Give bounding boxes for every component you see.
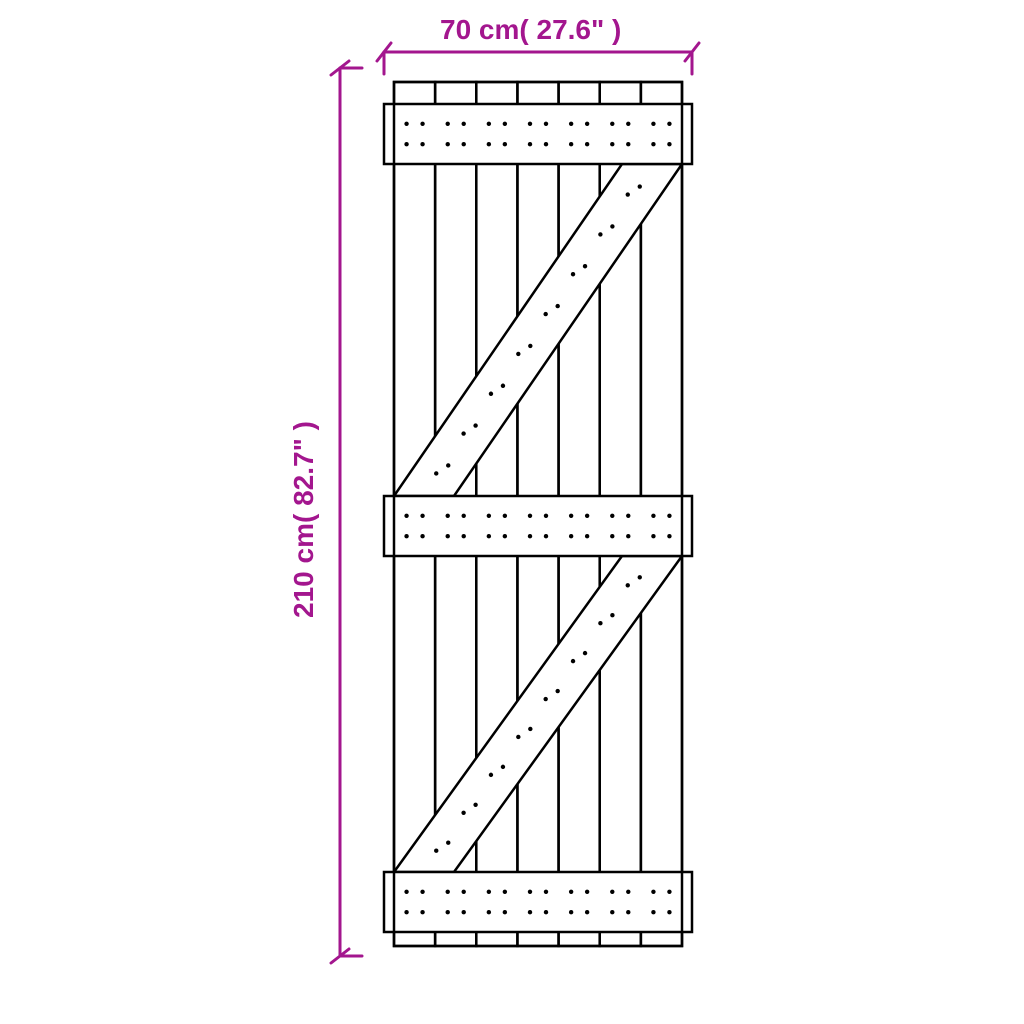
drawing-canvas: 70 cm( 27.6" ) 210 cm( 82.7" ): [0, 0, 1024, 1024]
width-dimension-label: 70 cm( 27.6" ): [440, 14, 621, 46]
door-diagram-svg: [0, 0, 1024, 1024]
height-dimension-label: 210 cm( 82.7" ): [288, 360, 320, 680]
